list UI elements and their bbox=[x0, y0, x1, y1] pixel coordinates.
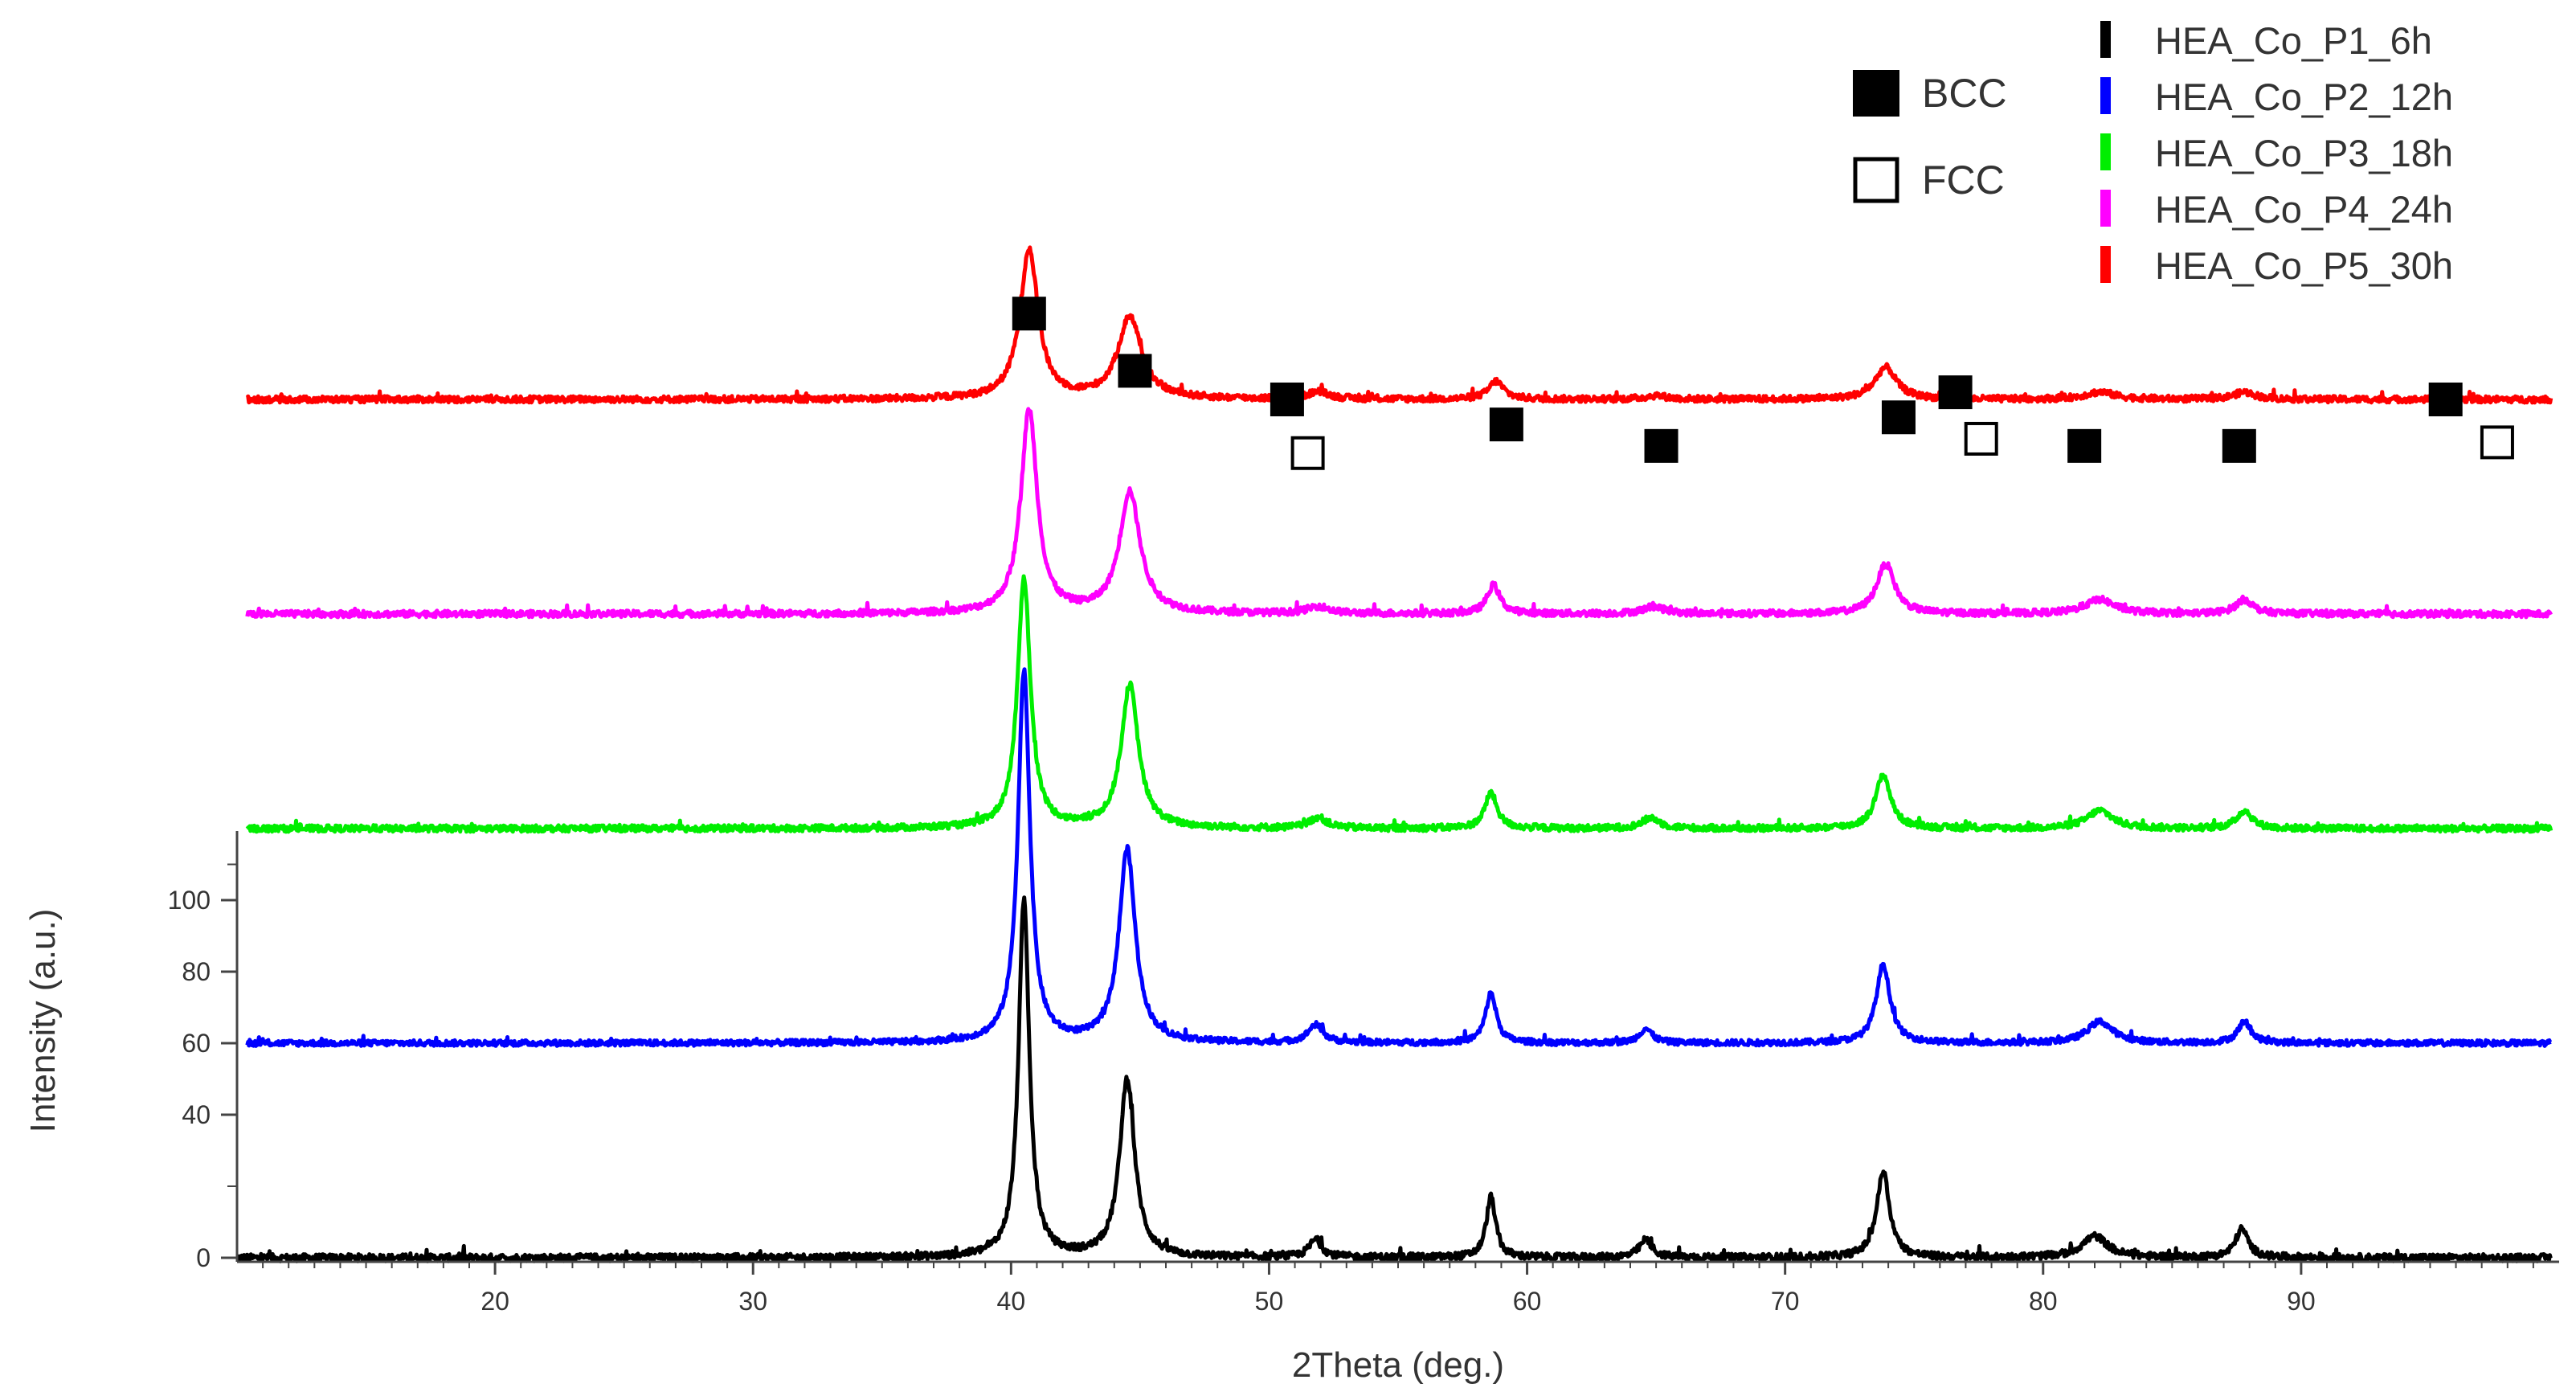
fcc-marker bbox=[2480, 425, 2514, 460]
series-line-5 bbox=[245, 245, 2554, 405]
y-axis-label: Intensity (a.u.) bbox=[23, 909, 63, 1133]
x-tick-label: 60 bbox=[1513, 1287, 1542, 1316]
ticks-layer: 20 30 40 50 60 70 80 90 0 40 60 80 100 bbox=[168, 863, 2534, 1316]
series-line-4 bbox=[245, 407, 2553, 620]
x-tick-label: 80 bbox=[2029, 1287, 2058, 1316]
y-tick-label: 60 bbox=[182, 1029, 211, 1058]
x-tick-label: 20 bbox=[480, 1287, 509, 1316]
fcc-marker bbox=[1964, 421, 1998, 456]
legend-label: HEA_Co_P1_6h bbox=[2155, 19, 2432, 62]
legend-label: HEA_Co_P5_30h bbox=[2155, 244, 2453, 287]
legend-label: HEA_Co_P3_18h bbox=[2155, 132, 2453, 174]
y-tick-label: 40 bbox=[182, 1100, 211, 1129]
bcc-marker bbox=[1012, 297, 1046, 331]
bcc-marker bbox=[1270, 383, 1304, 416]
fcc-marker bbox=[1290, 436, 1325, 470]
y-tick-label: 80 bbox=[182, 957, 211, 986]
bcc-marker bbox=[1489, 407, 1523, 442]
bcc-marker bbox=[1881, 400, 1916, 435]
phase-legend: BCC FCC bbox=[1853, 70, 2007, 203]
legend-swatch bbox=[2100, 21, 2111, 58]
x-tick-label: 90 bbox=[2287, 1287, 2316, 1316]
phase-markers bbox=[1012, 297, 2514, 470]
series-line-2 bbox=[245, 667, 2553, 1048]
y-tick-label: 0 bbox=[196, 1243, 211, 1272]
bcc-marker bbox=[2222, 428, 2256, 463]
series-line-1 bbox=[235, 895, 2553, 1263]
x-tick-label: 40 bbox=[997, 1287, 1026, 1316]
bcc-marker bbox=[1938, 375, 1973, 410]
series-layer bbox=[235, 245, 2554, 1263]
x-axis-label: 2Theta (deg.) bbox=[1292, 1345, 1504, 1385]
bcc-marker bbox=[2067, 428, 2102, 463]
x-tick-label: 70 bbox=[1771, 1287, 1800, 1316]
phase-legend-label: FCC bbox=[1922, 158, 2005, 203]
x-tick-label: 30 bbox=[738, 1287, 767, 1316]
fcc-legend-symbol bbox=[1853, 157, 1899, 203]
series-line-3 bbox=[245, 574, 2554, 834]
bcc-marker bbox=[1644, 428, 1678, 463]
legend-swatch bbox=[2100, 77, 2111, 114]
legend-label: HEA_Co_P2_12h bbox=[2155, 76, 2453, 118]
bcc-legend-symbol bbox=[1853, 70, 1899, 117]
legend-swatch bbox=[2100, 133, 2111, 170]
x-tick-label: 50 bbox=[1255, 1287, 1284, 1316]
bcc-marker bbox=[1118, 354, 1152, 388]
legend-label: HEA_Co_P4_24h bbox=[2155, 188, 2453, 231]
bcc-marker bbox=[2428, 383, 2463, 416]
legend-swatch bbox=[2100, 246, 2111, 283]
phase-legend-label: BCC bbox=[1922, 71, 2007, 116]
y-tick-label: 100 bbox=[168, 886, 211, 915]
series-legend: HEA_Co_P1_6h HEA_Co_P2_12h HEA_Co_P3_18h HE… bbox=[2100, 19, 2453, 287]
legend-swatch bbox=[2100, 190, 2111, 227]
